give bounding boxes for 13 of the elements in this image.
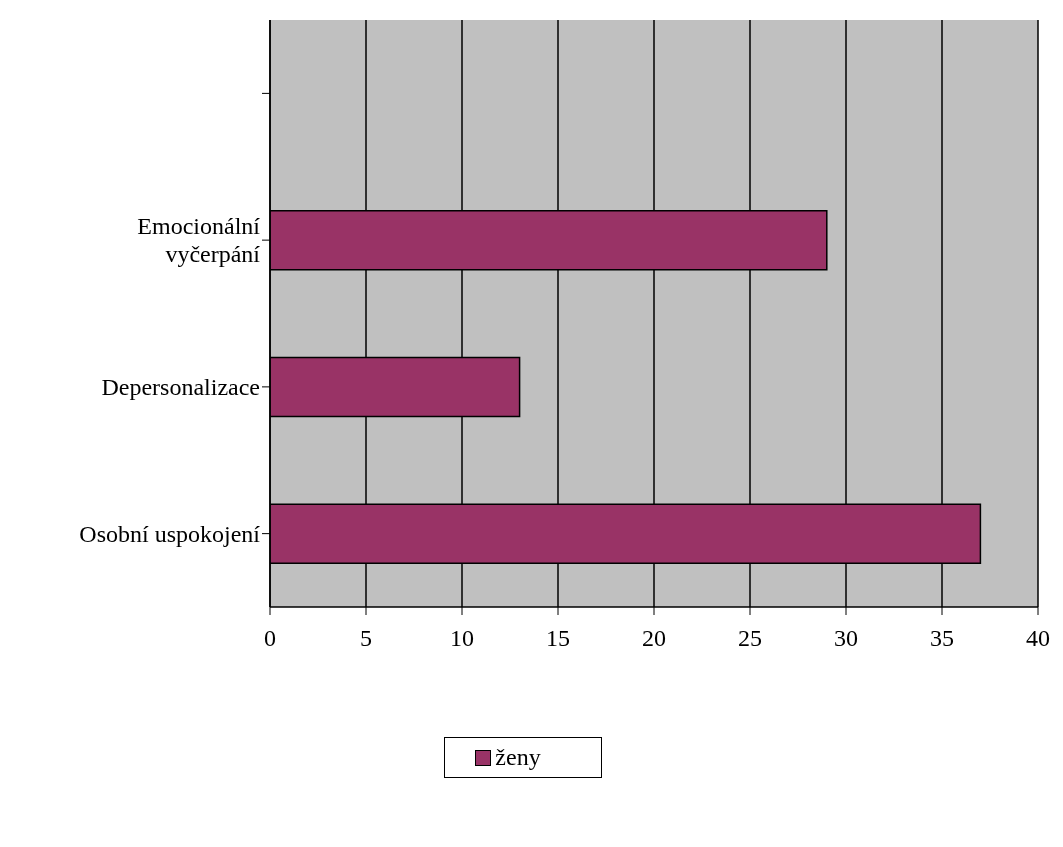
y-tick-label: Osobní uspokojení — [79, 520, 261, 547]
y-tick-label: Depersonalizace — [101, 373, 260, 400]
x-tick-label: 35 — [930, 625, 954, 652]
y-tick-label: Emocionální vyčerpání — [137, 213, 261, 268]
x-tick-label: 0 — [264, 625, 276, 652]
x-tick-label: 25 — [738, 625, 762, 652]
x-tick-label: 30 — [834, 625, 858, 652]
x-tick-label: 5 — [360, 625, 372, 652]
x-tick-label: 15 — [546, 625, 570, 652]
x-tick-label: 10 — [450, 625, 474, 652]
legend-label: ženy — [494, 744, 541, 771]
x-tick-label: 40 — [1026, 625, 1050, 652]
x-tick-label: 20 — [642, 625, 666, 652]
